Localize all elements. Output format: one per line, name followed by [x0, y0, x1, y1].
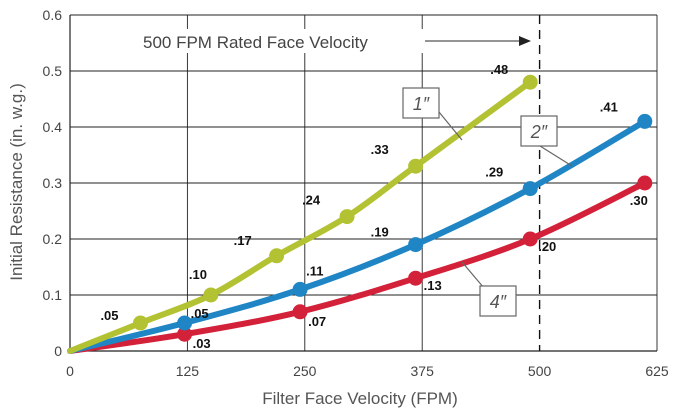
data-label: .10	[189, 267, 207, 282]
x-tick-label: 250	[293, 363, 317, 379]
data-point	[177, 326, 193, 342]
data-point	[339, 209, 355, 225]
data-label: .33	[371, 142, 389, 157]
callout-leader	[539, 145, 573, 167]
data-point	[637, 175, 653, 191]
data-label: .29	[485, 165, 503, 180]
reference-arrow-head	[519, 36, 531, 46]
data-label: .19	[371, 225, 389, 240]
data-label: .07	[308, 314, 326, 329]
data-label: .20	[538, 239, 556, 254]
data-label: .17	[234, 233, 252, 248]
x-tick-label: 125	[176, 363, 200, 379]
reference-label-bg	[140, 29, 423, 53]
data-point	[522, 181, 538, 197]
data-label: .48	[490, 62, 508, 77]
x-tick-label: 625	[645, 363, 669, 379]
data-point	[408, 158, 424, 174]
series-line	[67, 118, 648, 354]
series-line	[67, 180, 648, 354]
x-tick-label: 500	[528, 363, 552, 379]
x-tick-label: 375	[411, 363, 435, 379]
data-label: .41	[600, 99, 618, 114]
data-point	[269, 248, 285, 264]
callout-box	[402, 87, 440, 119]
series-name-label: 2″	[530, 122, 548, 142]
data-label: .24	[302, 193, 321, 208]
data-label: .05	[191, 306, 209, 321]
callout-leader	[438, 111, 463, 141]
data-point	[522, 231, 538, 247]
y-tick-label: 0	[54, 343, 62, 359]
data-point	[292, 281, 308, 297]
data-point	[203, 287, 219, 303]
grid	[69, 14, 658, 352]
y-tick-label: 0.1	[43, 287, 63, 303]
data-point	[292, 304, 308, 320]
series-name-label: 4″	[490, 292, 507, 312]
data-label: .03	[193, 336, 211, 351]
data-label: .13	[424, 278, 442, 293]
tick-labels: 0 125 250 375 500 625 0 0.1 0.2 0.3 0.4 0.5 0.6	[43, 7, 669, 379]
y-tick-label: 0.4	[43, 119, 63, 135]
data-point	[132, 315, 148, 331]
y-tick-label: 0.6	[43, 7, 63, 23]
data-point	[637, 113, 653, 129]
reference-line-group: 500 FPM Rated Face Velocity	[140, 15, 541, 351]
callout-box	[520, 115, 558, 147]
callout-leader	[461, 261, 485, 289]
callout-box	[479, 285, 517, 317]
series-group: .03 .07 .13 .20 .30 .05 .11 .19 .29 .41 .05 .10 .17.…	[67, 62, 653, 354]
data-label: .11	[306, 263, 323, 278]
data-point	[408, 270, 424, 286]
y-tick-label: 0.3	[43, 175, 63, 191]
data-label: .30	[630, 193, 648, 208]
x-tick-label: 0	[66, 363, 74, 379]
callouts-group: 1″ 2″ 4″	[402, 87, 573, 317]
y-tick-label: 0.2	[43, 231, 63, 247]
reference-label: 500 FPM Rated Face Velocity	[143, 33, 368, 52]
y-tick-label: 0.5	[43, 63, 63, 79]
data-point	[177, 315, 193, 331]
y-axis-title: Initial Resistance (in. w.g.)	[7, 83, 26, 280]
series-name-label: 1″	[413, 94, 430, 114]
data-label: .05	[100, 308, 118, 323]
x-axis-title: Filter Face Velocity (FPM)	[262, 389, 458, 408]
data-point	[522, 74, 538, 90]
data-point	[408, 237, 424, 253]
